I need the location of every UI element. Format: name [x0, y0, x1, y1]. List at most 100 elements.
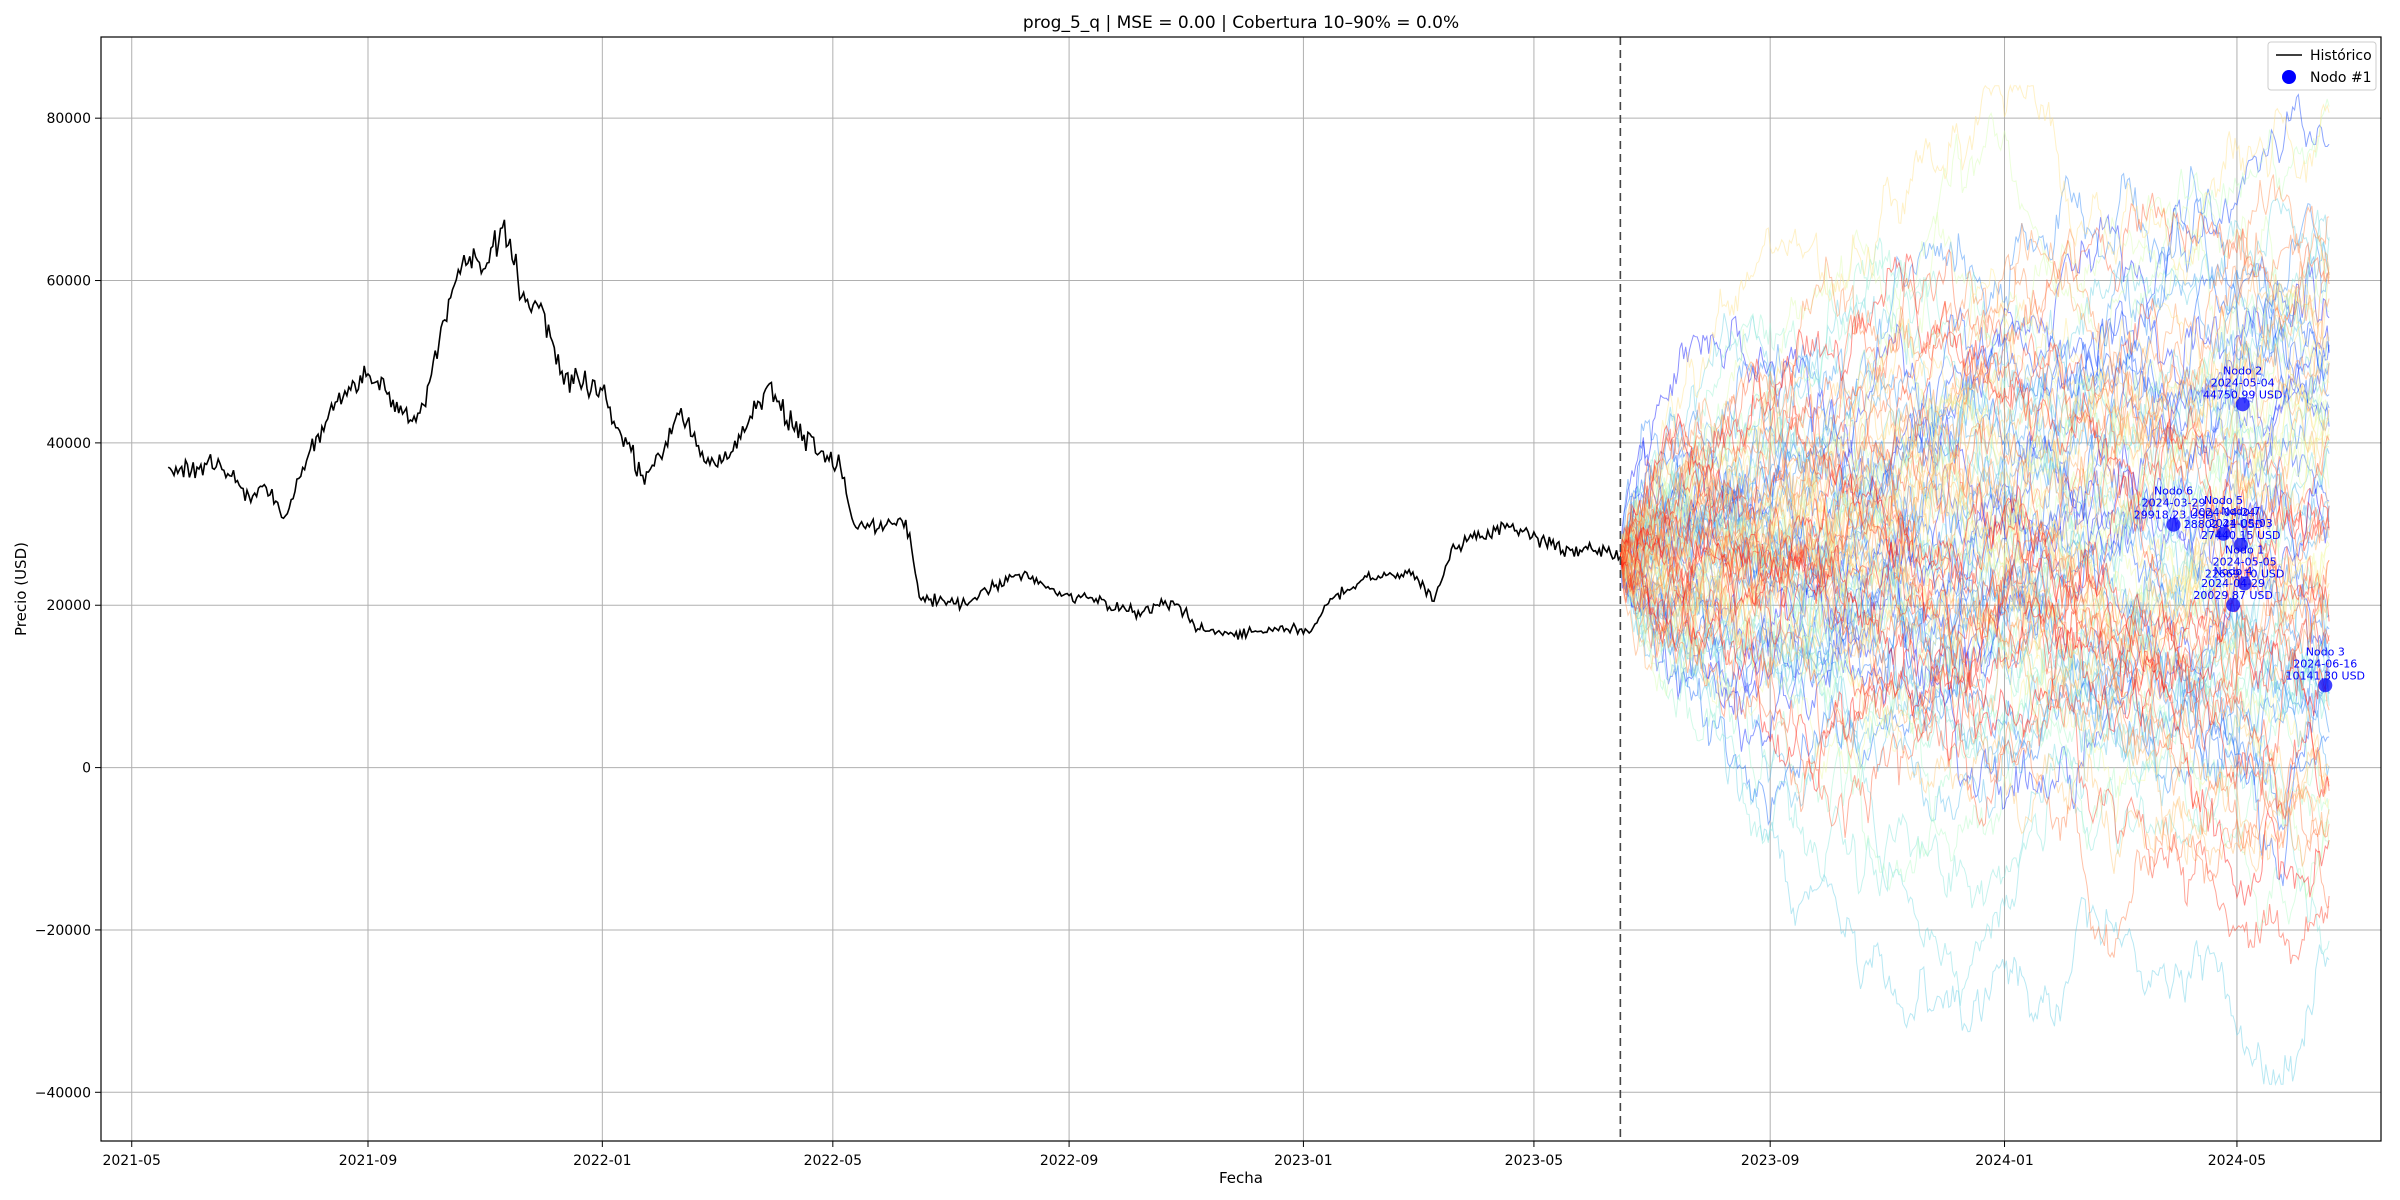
x-tick-label: 2023-09: [1741, 1153, 1800, 1169]
simulation-path: [1619, 299, 2330, 646]
simulation-path: [1619, 437, 2330, 731]
simulation-path: [1619, 266, 2330, 643]
simulation-path: [1619, 222, 2330, 656]
node-marker: [2226, 597, 2241, 612]
legend-label-historico: Histórico: [2310, 48, 2372, 64]
simulation-path: [1619, 413, 2330, 740]
x-tick-label: 2022-01: [573, 1153, 632, 1169]
node-label-label: Nodo 5: [2204, 494, 2243, 507]
simulation-path: [1620, 550, 2330, 1006]
simulation-path: [1619, 262, 2330, 557]
simulation-path: [1619, 513, 2330, 780]
simulation-path: [1619, 553, 2330, 807]
simulation-path: [1619, 464, 2330, 693]
simulation-path: [1619, 556, 2330, 955]
y-axis-label: Precio (USD): [12, 542, 30, 636]
simulation-path: [1619, 513, 2330, 838]
simulation-path: [1619, 98, 2330, 633]
simulation-path: [1619, 371, 2330, 757]
simulation-path: [1620, 253, 2330, 561]
simulation-path: [1619, 463, 2330, 906]
simulation-path: [1619, 527, 2330, 793]
simulation-path: [1619, 398, 2330, 767]
simulation-path: [1619, 384, 2330, 666]
simulation-path: [1619, 331, 2330, 672]
x-tick-label: 2022-09: [1040, 1153, 1099, 1169]
simulation-path: [1619, 378, 2330, 673]
node-marker: [2235, 397, 2250, 412]
node-marker: [2233, 537, 2248, 552]
node-marker: [2237, 576, 2252, 591]
simulation-path: [1619, 431, 2330, 746]
node-label-label: Nodo 7: [2221, 505, 2260, 518]
y-tick-label: −20000: [35, 923, 91, 939]
node-label-value-text: 29918.23 USD: [2134, 509, 2214, 522]
simulation-path: [1620, 229, 2330, 562]
simulation-path: [1619, 400, 2330, 626]
simulation-path: [1619, 209, 2330, 613]
simulation-path: [1619, 83, 2330, 557]
simulation-path: [1620, 531, 2330, 874]
node-label-value-text: 44750.99 USD: [2203, 388, 2283, 401]
y-axis-ticks: −40000 −20000 0 20000 40000 60000 80000: [35, 111, 101, 1101]
node-label-date: 2024-04-24: [2192, 506, 2256, 519]
simulation-path: [1619, 269, 2330, 607]
simulation-path: [1619, 510, 2330, 887]
node-label-date: 2024-04-29: [2201, 577, 2265, 590]
y-tick-label: 80000: [46, 111, 91, 127]
simulation-path: [1619, 232, 2330, 563]
simulation-path: [1619, 301, 2330, 684]
node-label-date: 2024-05-03: [2209, 517, 2273, 530]
node-label-date: 2024-06-16: [2293, 657, 2357, 670]
simulation-path: [1619, 495, 2330, 867]
simulation-path: [1619, 395, 2330, 965]
simulation-path: [1619, 514, 2330, 815]
x-axis-label: Fecha: [1219, 1169, 1263, 1187]
node-label-label: Nodo 6: [2154, 485, 2193, 498]
simulation-path: [1619, 358, 2330, 564]
simulation-path: [1619, 487, 2330, 848]
node-marker: [2318, 678, 2333, 693]
simulation-path: [1619, 449, 2330, 708]
node-label-value-text: 22669.10 USD: [2205, 568, 2285, 581]
simulation-path: [1619, 421, 2330, 646]
simulation-path: [1620, 325, 2330, 715]
simulation-path: [1619, 469, 2330, 769]
simulation-path: [1619, 406, 2330, 675]
simulation-path: [1619, 362, 2330, 593]
simulation-path: [1619, 112, 2330, 697]
simulation-path: [1619, 166, 2330, 557]
simulation-path: [1619, 192, 2330, 572]
simulation-path: [1619, 93, 2330, 688]
node-marker: [2166, 517, 2181, 532]
simulation-path: [1620, 212, 2330, 572]
simulation-path: [1619, 534, 2330, 1087]
historical-series: [167, 219, 1622, 641]
simulation-path: [1619, 213, 2330, 715]
simulation-path: [1619, 528, 2330, 810]
simulation-path: [1619, 444, 2330, 733]
node-label-date: 2024-05-04: [2211, 376, 2275, 389]
x-tick-label: 2023-05: [1505, 1153, 1564, 1169]
node-label-date: 2024-05-05: [2213, 556, 2277, 569]
simulation-path: [1619, 472, 2330, 794]
node-label-date: 2024-03-29: [2142, 497, 2206, 510]
simulation-path: [1619, 512, 2330, 740]
simulation-path: [1619, 314, 2330, 611]
simulation-path: [1619, 392, 2330, 711]
simulation-path: [1619, 490, 2330, 823]
simulation-path: [1619, 300, 2330, 669]
simulation-paths: [1619, 83, 2330, 1087]
chart-title: prog_5_q | MSE = 0.00 | Cobertura 10–90%…: [1023, 13, 1459, 33]
x-tick-label: 2023-01: [1274, 1153, 1333, 1169]
simulation-path: [1619, 237, 2330, 720]
simulation-path: [1620, 267, 2330, 617]
plot-frame: [100, 36, 2382, 1142]
simulation-path: [1619, 458, 2330, 744]
x-tick-label: 2021-09: [339, 1153, 398, 1169]
y-tick-label: 40000: [46, 436, 91, 452]
simulation-path: [1619, 505, 2330, 900]
simulation-path: [1619, 405, 2330, 742]
